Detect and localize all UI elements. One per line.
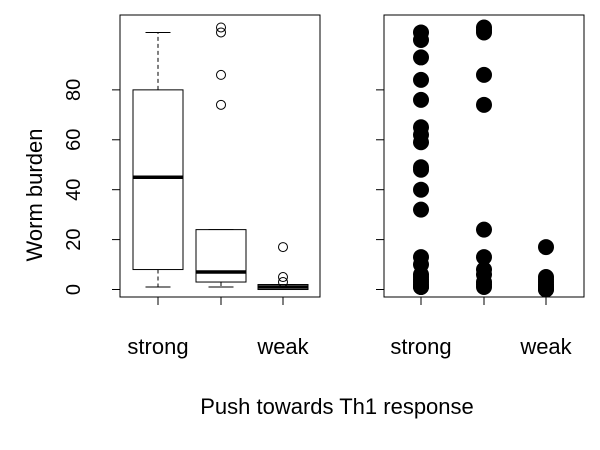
data-point — [413, 91, 429, 108]
data-point — [413, 181, 429, 198]
y-tick-label: 60 — [63, 129, 85, 151]
y-tick-label: 20 — [63, 228, 85, 250]
outlier-point — [216, 27, 226, 38]
outlier-point — [278, 272, 288, 283]
data-point — [476, 96, 492, 113]
y-axis-label: Worm burden — [22, 129, 47, 262]
y-tick-label: 0 — [63, 284, 85, 295]
boxplot-panel: Worm burden 0 20 40 60 80 strong weak — [22, 14, 321, 359]
outlier-point — [278, 277, 288, 288]
outlier-point — [216, 99, 226, 110]
data-point — [476, 279, 492, 296]
x-axis: strong weak — [390, 297, 573, 359]
data-point — [476, 24, 492, 41]
x-tick-label: weak — [256, 334, 309, 359]
data-point — [413, 49, 429, 66]
data-point — [413, 161, 429, 178]
data-point — [413, 134, 429, 151]
x-tick-label: strong — [127, 334, 188, 359]
outlier-point — [216, 22, 226, 33]
y-tick-label: 80 — [63, 79, 85, 101]
data-point — [413, 71, 429, 88]
data-point — [476, 249, 492, 266]
data-point — [413, 201, 429, 218]
x-tick-label: strong — [390, 334, 451, 359]
data-point — [413, 31, 429, 48]
x-axis: strong weak — [127, 297, 310, 359]
data-point — [538, 239, 554, 256]
boxplot-marks — [132, 22, 309, 291]
y-axis: 0 20 40 60 80 — [63, 79, 120, 295]
scatter-marks — [413, 19, 554, 298]
outlier-point — [278, 242, 288, 253]
boxplot-plot-frame — [119, 14, 321, 298]
scatter-panel: strong weak — [376, 14, 585, 359]
x-tick-label: weak — [519, 334, 572, 359]
data-point — [538, 281, 554, 298]
box — [195, 229, 247, 283]
y-tick-label: 40 — [63, 179, 85, 201]
shared-x-axis-label: Push towards Th1 response — [200, 394, 474, 419]
box — [132, 89, 184, 271]
data-point — [476, 221, 492, 238]
y-axis-ticks — [376, 89, 384, 291]
data-point — [476, 66, 492, 83]
data-point — [413, 279, 429, 296]
outlier-point — [216, 69, 226, 80]
